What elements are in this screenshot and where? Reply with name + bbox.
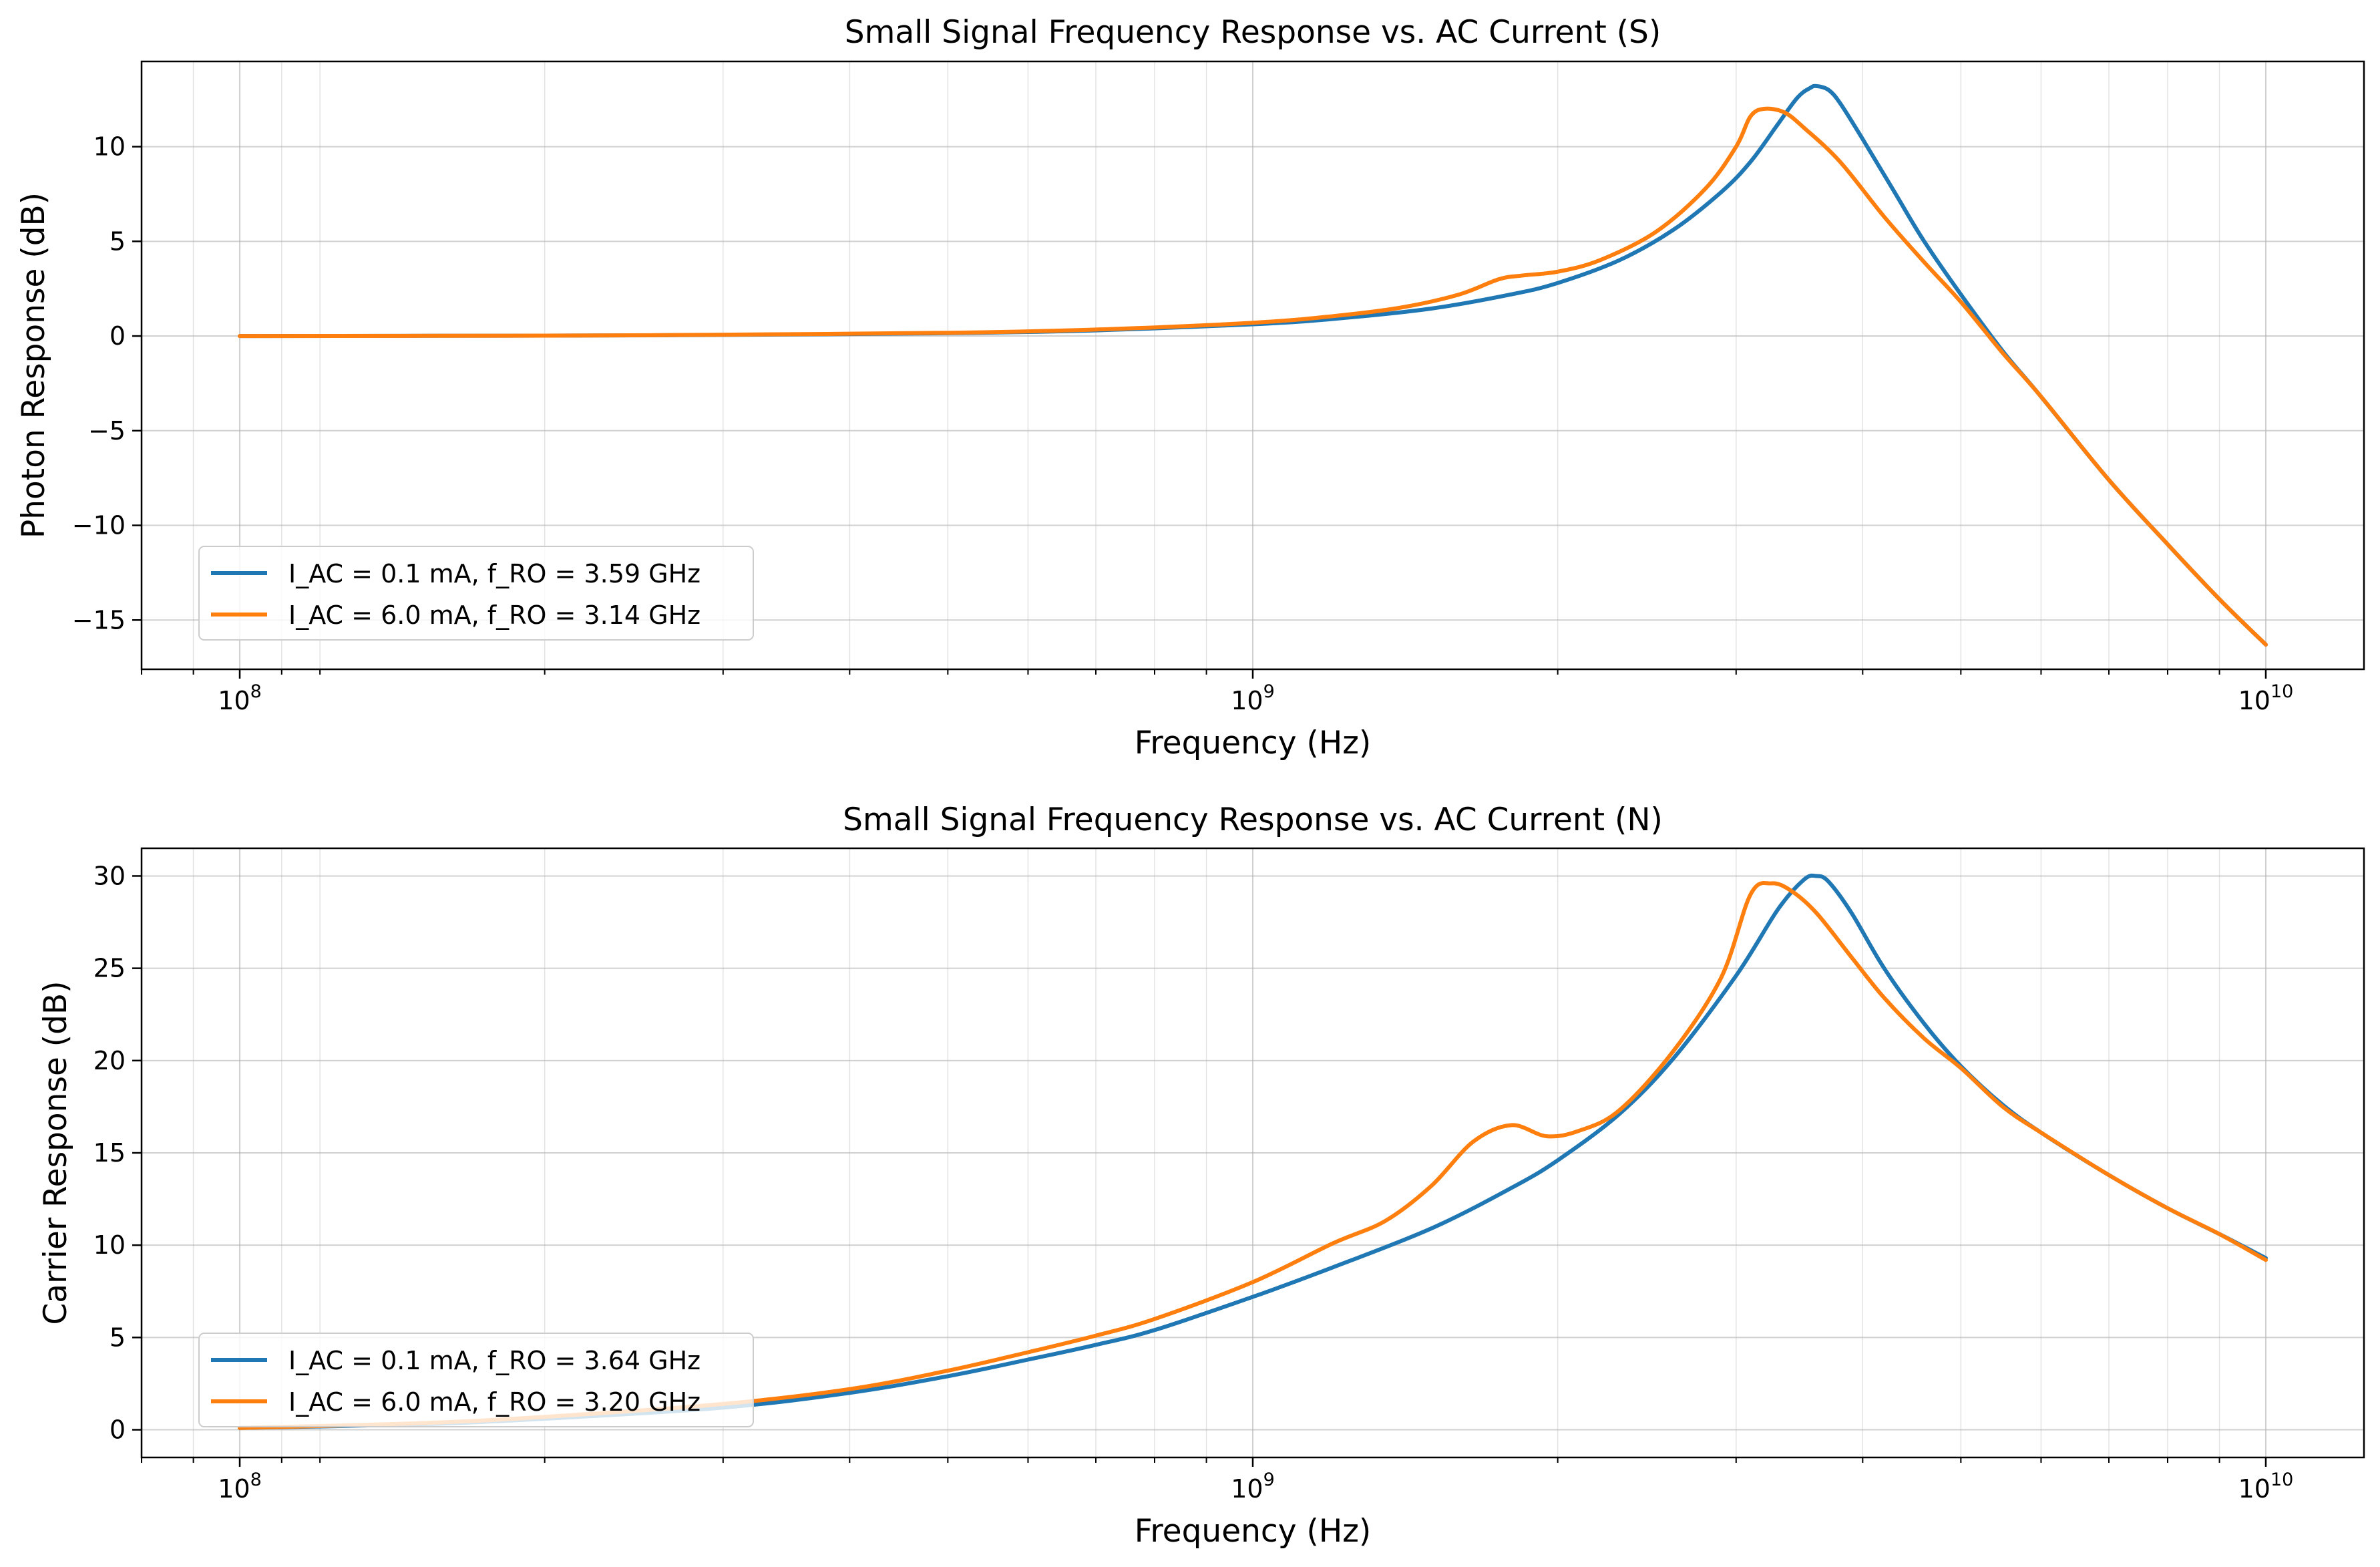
x-tick-label: 109 — [1231, 681, 1275, 715]
legend-box-photon — [198, 546, 754, 641]
y-tick-label: 10 — [93, 132, 126, 162]
series-lines-carrier-response — [238, 873, 2268, 1430]
legend-label-photon-1: I_AC = 6.0 mA, f_RO = 3.14 GHz — [288, 600, 701, 630]
axes-frame-carrier-response — [140, 847, 2365, 1459]
ticks-photon-response: 108 109 1010 −15 −10 −5 0 5 10 — [72, 132, 2294, 715]
panel-carrier-response: 108 109 1010 0 5 10 15 20 25 30 Small Signal Freq… — [37, 802, 2365, 1550]
chart-title-photon: Small Signal Frequency Response vs. AC C… — [845, 14, 1661, 51]
legend-label-carrier-0: I_AC = 0.1 mA, f_RO = 3.64 GHz — [288, 1346, 701, 1375]
x-tick-label: 109 — [1231, 1469, 1275, 1504]
y-tick-label: 0 — [110, 1415, 126, 1445]
y-tick-label: 5 — [110, 226, 126, 256]
y-tick-label: 0 — [110, 321, 126, 351]
ticks-carrier-response: 108 109 1010 0 5 10 15 20 25 30 — [93, 861, 2294, 1504]
y-tick-label: 25 — [93, 954, 126, 983]
series-line-carrier-1 — [238, 880, 2268, 1430]
x-tick-label: 108 — [218, 1469, 262, 1504]
y-tick-label: −10 — [72, 511, 126, 540]
x-axis-label-carrier: Frequency (Hz) — [1135, 1513, 1371, 1550]
y-axis-label-carrier: Carrier Response (dB) — [37, 981, 74, 1325]
axes-frame-photon-response — [140, 60, 2365, 671]
series-line-photon-1 — [238, 106, 2268, 647]
panel-photon-response: 108 109 1010 −15 −10 −5 0 5 10 Small Signal Freq… — [15, 14, 2365, 761]
x-tick-label: 1010 — [2238, 681, 2294, 715]
legend-box-carrier — [198, 1333, 754, 1427]
chart-title-carrier: Small Signal Frequency Response vs. AC C… — [843, 802, 1663, 838]
legend-label-carrier-1: I_AC = 6.0 mA, f_RO = 3.20 GHz — [288, 1387, 701, 1417]
legend-label-photon-0: I_AC = 0.1 mA, f_RO = 3.59 GHz — [288, 559, 701, 588]
x-axis-label-photon: Frequency (Hz) — [1135, 725, 1371, 761]
x-tick-label: 1010 — [2238, 1469, 2294, 1504]
y-tick-label: −15 — [72, 605, 126, 635]
y-tick-label: 5 — [110, 1323, 126, 1352]
y-tick-label: 30 — [93, 861, 126, 890]
x-tick-label: 108 — [218, 681, 262, 715]
y-axis-label-photon: Photon Response (dB) — [15, 192, 52, 538]
y-tick-label: 10 — [93, 1230, 126, 1260]
legend-carrier: I_AC = 0.1 mA, f_RO = 3.64 GHz I_AC = 6.… — [198, 1333, 754, 1427]
y-tick-label: 15 — [93, 1138, 126, 1168]
y-tick-label: 20 — [93, 1046, 126, 1075]
legend-photon: I_AC = 0.1 mA, f_RO = 3.59 GHz I_AC = 6.… — [198, 546, 754, 641]
series-lines-photon-response — [238, 83, 2268, 647]
y-tick-label: −5 — [88, 416, 126, 446]
